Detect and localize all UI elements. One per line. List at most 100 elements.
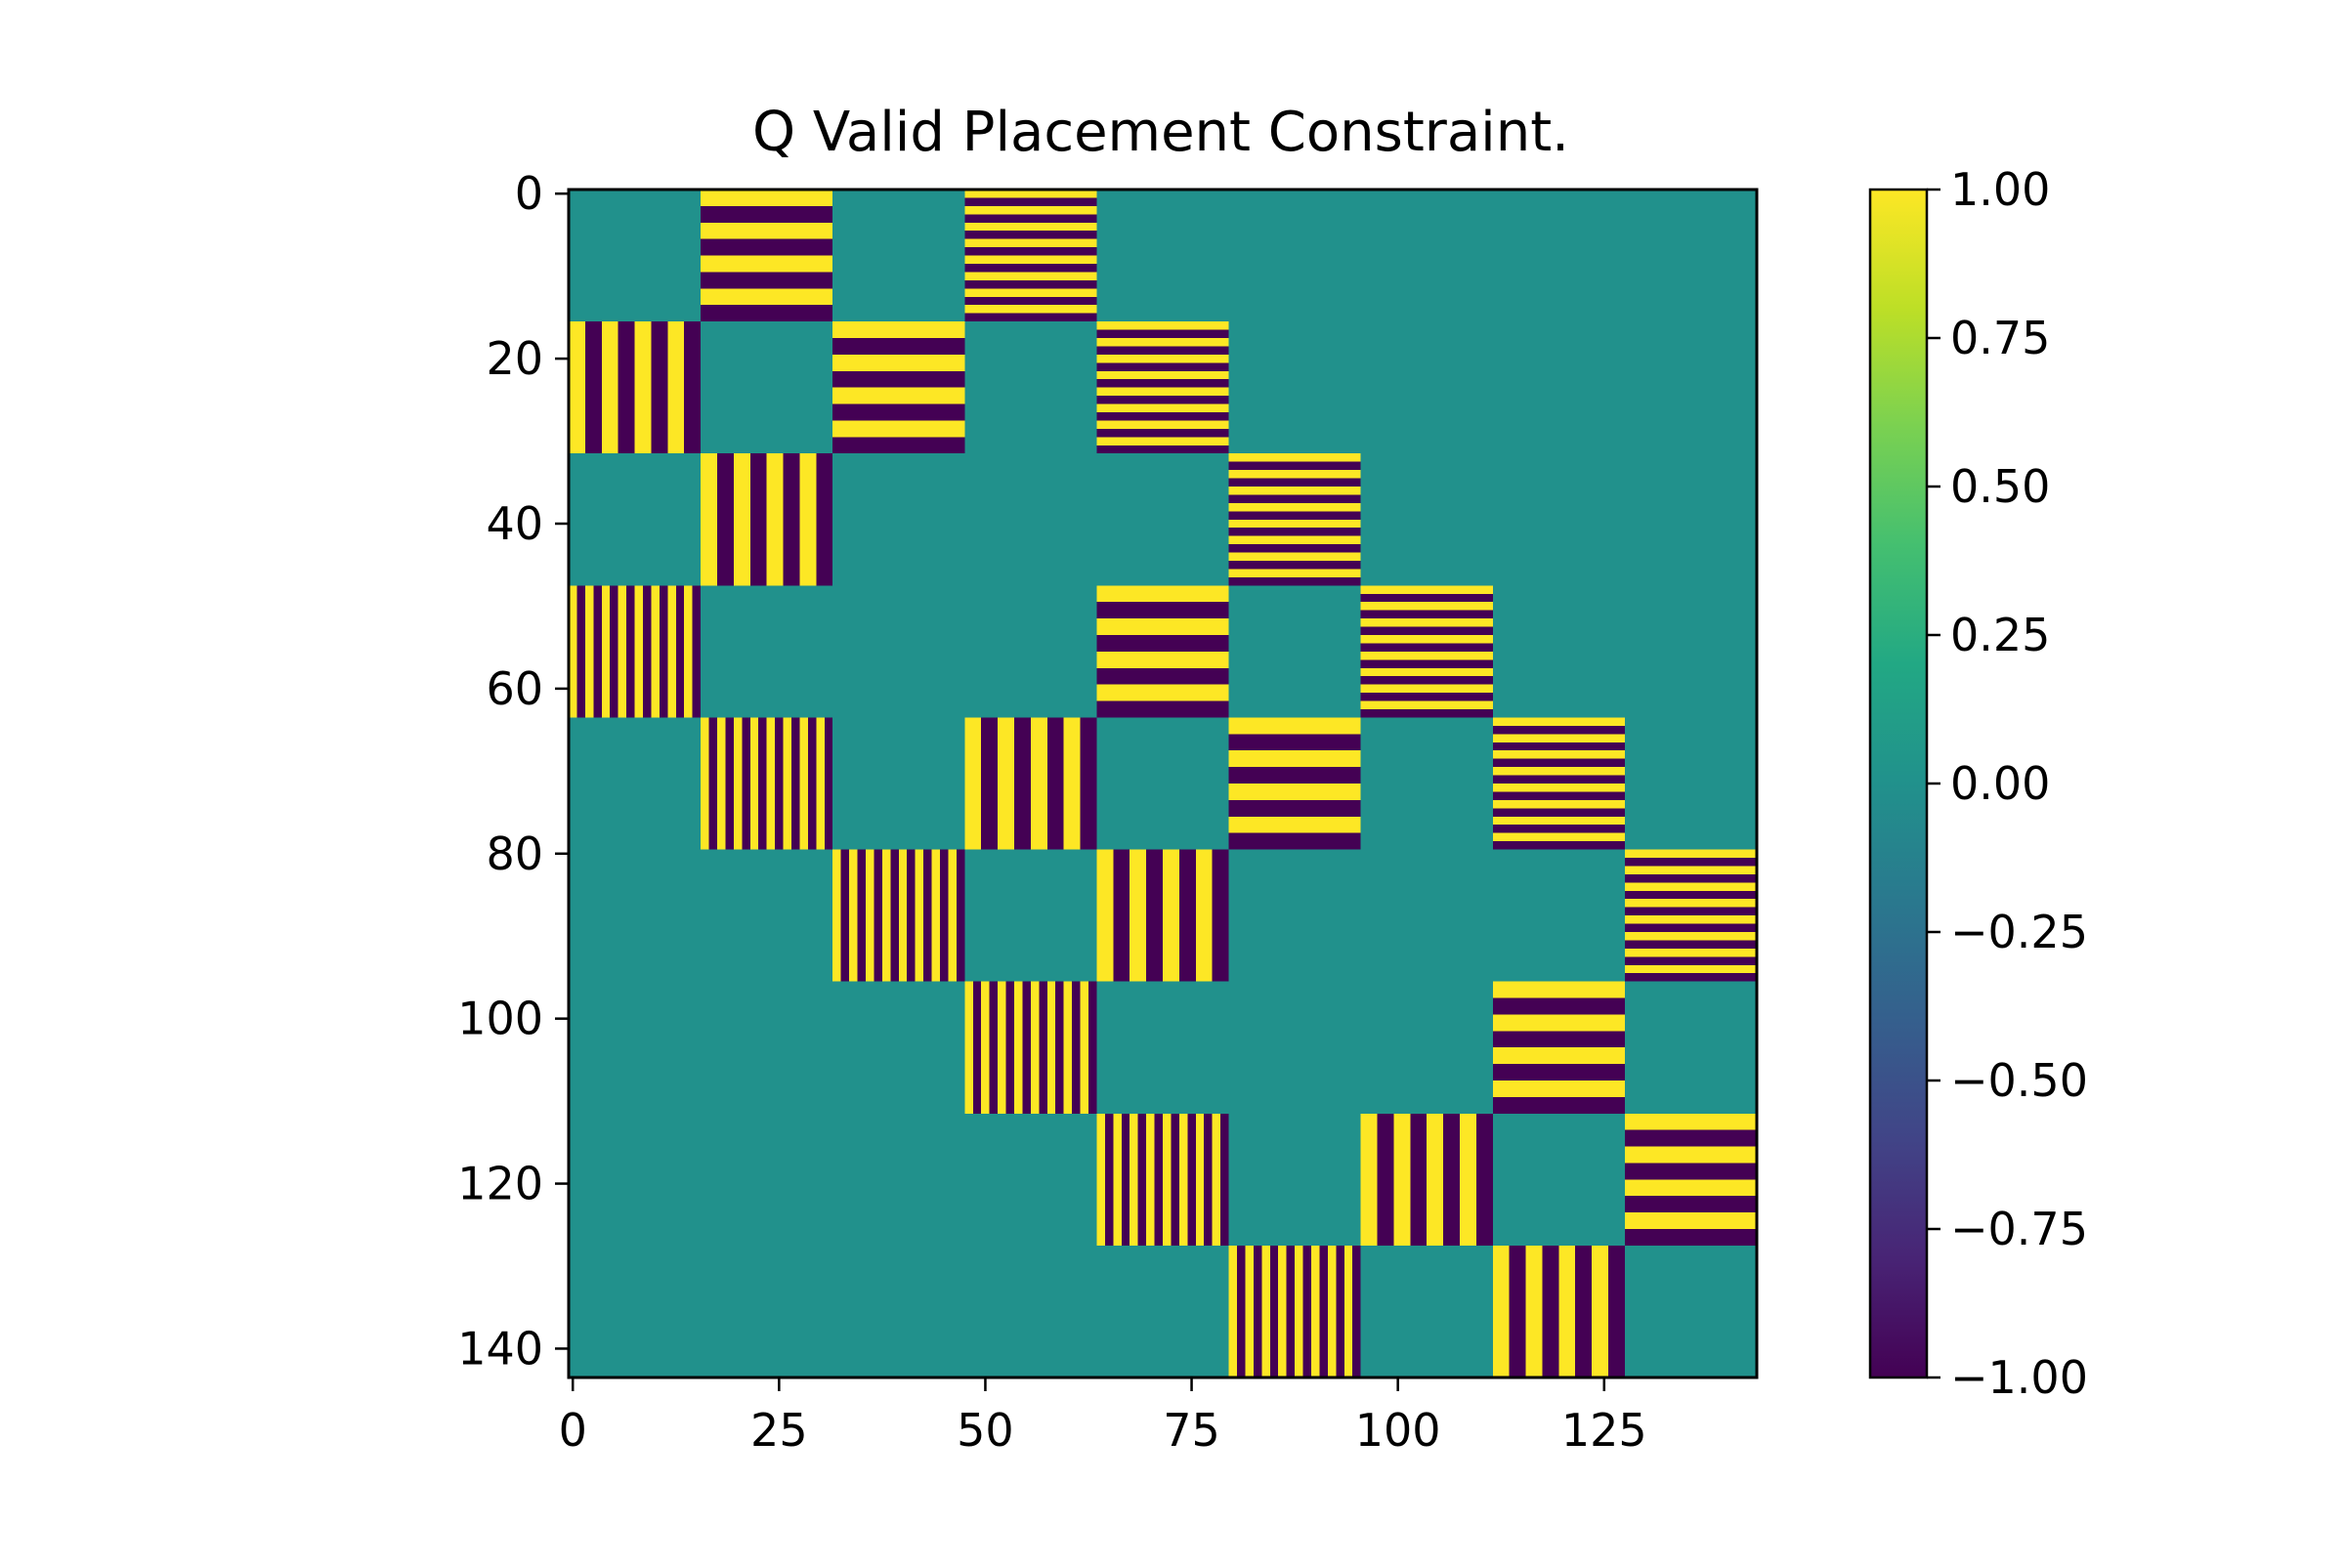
heatmap-block-r3-c4 xyxy=(1096,585,1229,718)
colorbar-gradient xyxy=(1870,190,1927,1377)
heatmap-stripe xyxy=(1542,1245,1559,1377)
heatmap-stripe xyxy=(1096,321,1229,330)
heatmap-stripe xyxy=(701,272,833,289)
heatmap-stripe xyxy=(1360,585,1493,594)
heatmap-stripe xyxy=(1228,750,1361,768)
heatmap-stripe xyxy=(890,849,899,982)
heatmap-stripe xyxy=(807,717,817,850)
heatmap-stripe xyxy=(1624,1212,1757,1229)
heatmap-stripe xyxy=(708,717,717,850)
heatmap-block-r5-c4 xyxy=(1096,849,1229,982)
heatmap-stripe xyxy=(931,849,940,982)
heatmap-stripe xyxy=(1130,1113,1138,1246)
heatmap-stripe xyxy=(964,238,1097,248)
heatmap-stripe xyxy=(1295,1245,1303,1377)
heatmap-stripe xyxy=(1154,1113,1163,1246)
heatmap-stripe xyxy=(1039,981,1047,1114)
heatmap-stripe xyxy=(1096,396,1229,404)
heatmap-stripe xyxy=(840,849,850,982)
heatmap-stripe xyxy=(618,321,635,454)
heatmap-block-r8-c5 xyxy=(1228,1245,1361,1377)
heatmap-block-r6-c3 xyxy=(964,981,1097,1114)
heatmap-stripe xyxy=(1360,635,1493,644)
heatmap-stripe xyxy=(1096,602,1229,619)
heatmap-stripe xyxy=(1592,1245,1608,1377)
heatmap-stripe xyxy=(1360,667,1493,677)
heatmap-stripe xyxy=(1492,1031,1625,1048)
heatmap-stripe xyxy=(1163,849,1179,982)
heatmap-stripe xyxy=(1360,700,1493,709)
heatmap-stripe xyxy=(832,437,965,454)
heatmap-stripe xyxy=(1030,981,1040,1114)
heatmap-stripe xyxy=(1624,1146,1757,1164)
x-tick-label: 25 xyxy=(750,1404,808,1457)
heatmap-stripe xyxy=(1096,700,1229,718)
y-tick-label: 140 xyxy=(457,1322,543,1375)
heatmap-stripe xyxy=(569,321,585,454)
heatmap-block-r3-c6 xyxy=(1360,585,1493,718)
heatmap-stripe xyxy=(1492,841,1625,850)
heatmap-stripe xyxy=(667,321,685,454)
heatmap-stripe xyxy=(1509,1245,1526,1377)
heatmap-stripe xyxy=(701,222,833,239)
heatmap-stripe xyxy=(1096,849,1114,982)
heatmap-stripe xyxy=(1104,1113,1114,1246)
heatmap-stripe xyxy=(1261,1245,1270,1377)
heatmap-stripe xyxy=(576,585,585,718)
heatmap-stripe xyxy=(1624,858,1757,867)
heatmap-stripe xyxy=(684,585,693,718)
colorbar-tick-label: 0.75 xyxy=(1950,312,2050,364)
heatmap-stripe xyxy=(1212,1113,1221,1246)
heatmap-stripe xyxy=(1624,940,1757,949)
heatmap-stripe xyxy=(1360,1113,1378,1246)
heatmap-stripe xyxy=(1624,882,1757,891)
heatmap-stripe xyxy=(1460,1113,1476,1246)
heatmap-stripe xyxy=(964,190,1097,198)
heatmap-stripe xyxy=(1228,767,1361,784)
heatmap-stripe xyxy=(799,717,808,850)
heatmap-stripe xyxy=(783,717,791,850)
colorbar-tick-label: 0.00 xyxy=(1950,757,2050,810)
heatmap-block-r1-c4 xyxy=(1096,321,1229,454)
heatmap-block-r0-c3 xyxy=(964,190,1097,322)
heatmap-stripe xyxy=(964,197,1097,206)
heatmap-stripe xyxy=(1311,1245,1320,1377)
heatmap-stripe xyxy=(1055,981,1064,1114)
heatmap-block-r2-c1 xyxy=(701,453,833,586)
heatmap-stripe xyxy=(1228,478,1361,487)
heatmap-stripe xyxy=(1113,1113,1122,1246)
y-tick-label: 100 xyxy=(457,993,543,1045)
chart-title: Q Valid Placement Constraint. xyxy=(752,101,1569,164)
heatmap-stripe xyxy=(766,453,784,586)
heatmap-stripe xyxy=(1228,528,1361,536)
heatmap-stripe xyxy=(1228,1245,1237,1377)
heatmap-stripe xyxy=(824,717,833,850)
heatmap-stripe xyxy=(1624,866,1757,874)
heatmap-stripe xyxy=(1072,981,1081,1114)
heatmap-stripe xyxy=(1046,981,1056,1114)
y-axis: 0 20 40 60 80 100 120 140 xyxy=(457,167,569,1375)
heatmap-stripe xyxy=(766,717,776,850)
heatmap-stripe xyxy=(1228,487,1361,495)
heatmap-stripe xyxy=(1228,717,1361,735)
colorbar-tick-label: 0.50 xyxy=(1950,460,2050,513)
heatmap-stripe xyxy=(1492,832,1625,842)
heatmap-stripe xyxy=(1319,1245,1328,1377)
heatmap-stripe xyxy=(1113,849,1130,982)
heatmap-stripe xyxy=(1096,651,1229,668)
heatmap-stripe xyxy=(758,717,767,850)
heatmap-stripe xyxy=(1046,717,1064,850)
heatmap-stripe xyxy=(998,717,1014,850)
heatmap-stripe xyxy=(733,717,743,850)
colorbar-tick-label: 0.25 xyxy=(1950,609,2050,661)
heatmap-stripe xyxy=(1096,329,1229,338)
heatmap-stripe xyxy=(651,585,660,718)
heatmap-stripe xyxy=(675,585,685,718)
heatmap-stripe xyxy=(1360,618,1493,627)
heatmap-stripe xyxy=(1624,1163,1757,1180)
heatmap-stripe xyxy=(749,453,767,586)
heatmap-stripe xyxy=(1492,742,1625,751)
heatmap-stripe xyxy=(1080,717,1097,850)
heatmap-stripe xyxy=(898,849,908,982)
heatmap-stripe xyxy=(1624,849,1757,858)
